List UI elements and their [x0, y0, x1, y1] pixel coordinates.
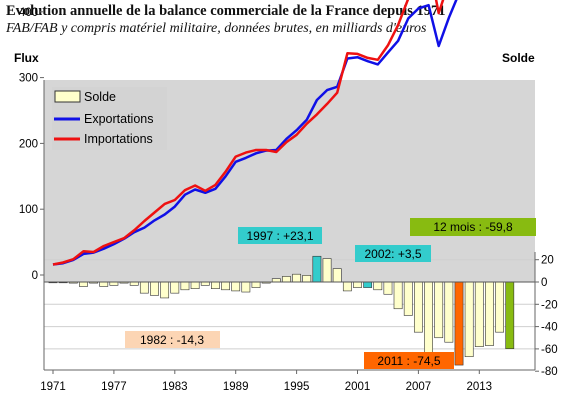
balance-bar — [302, 275, 312, 283]
balance-bar — [322, 258, 332, 283]
legend-label-imports: Importations — [84, 132, 153, 146]
balance-bar — [434, 281, 444, 339]
right-tick-label: 20 — [541, 255, 554, 267]
balance-bar — [373, 281, 383, 291]
balance-bar — [332, 268, 342, 283]
balance-bar — [353, 281, 362, 288]
svg-text:2002: +3,5: 2002: +3,5 — [364, 247, 421, 261]
balance-bar — [241, 281, 251, 293]
right-axis-label: Solde — [502, 51, 535, 65]
annotation-last-12-months: 12 mois : -59,8 — [410, 218, 536, 236]
legend-swatch-balance — [54, 90, 81, 103]
chart-subtitle: FAB/FAB y compris matériel militaire, do… — [6, 21, 427, 36]
balance-bar — [170, 281, 180, 294]
annotation-2011: 2011 : -74,5 — [364, 352, 454, 369]
balance-bar — [109, 281, 119, 286]
balance-bar — [403, 281, 413, 316]
right-tick-label: -20 — [541, 299, 558, 311]
flow-lines — [52, 0, 458, 266]
balance-bar — [211, 281, 220, 289]
balance-bar — [464, 281, 474, 358]
left-tick-label: 300 — [19, 73, 38, 85]
right-tick-label: -80 — [541, 366, 558, 378]
svg-text:1982 : -14,3: 1982 : -14,3 — [140, 333, 204, 347]
left-tick-label: 200 — [19, 138, 38, 150]
x-tick-label: 1983 — [162, 381, 188, 393]
svg-text:12 mois : -59,8: 12 mois : -59,8 — [433, 220, 513, 234]
left-tick-label: 100 — [19, 204, 38, 216]
svg-text:2011 : -74,5: 2011 : -74,5 — [377, 354, 440, 368]
annotation-1997: 1997 : +23,1 — [238, 227, 322, 244]
legend-label-balance: Solde — [84, 90, 116, 104]
left-axis-label: Flux — [14, 51, 39, 65]
right-tick-label: 0 — [541, 277, 547, 289]
legend: Solde Exportations Importations — [52, 87, 167, 150]
balance-bar — [251, 281, 261, 288]
x-tick-label: 1971 — [40, 381, 66, 393]
balance-bar — [180, 281, 190, 291]
left-tick-label: 400 — [19, 7, 38, 19]
imports-line — [52, 0, 445, 266]
balance-bars — [44, 255, 535, 366]
balance-bar — [342, 281, 352, 292]
balance-bar — [231, 281, 241, 292]
balance-bar — [79, 281, 88, 287]
legend-label-exports: Exportations — [84, 112, 153, 126]
balance-bar — [282, 276, 291, 283]
annotation-1982: 1982 : -14,3 — [125, 331, 220, 348]
balance-bar — [424, 281, 433, 356]
x-tick-label: 1995 — [284, 381, 310, 393]
x-tick-label: 2013 — [467, 381, 493, 393]
balance-bar — [221, 281, 230, 291]
balance-bar — [383, 281, 393, 295]
x-tick-label: 2001 — [345, 381, 371, 393]
left-tick-label: 0 — [32, 270, 38, 282]
balance-bar — [190, 281, 200, 289]
balance-bar — [474, 281, 484, 347]
balance-bar — [363, 281, 373, 288]
balance-bar — [292, 273, 301, 283]
balance-bar — [444, 281, 454, 343]
balance-bar — [139, 281, 149, 294]
balance-bar — [271, 278, 281, 283]
balance-bar — [160, 281, 170, 299]
balance-bar — [413, 281, 423, 333]
balance-bar — [129, 281, 139, 286]
balance-bar — [99, 281, 109, 287]
x-tick-label: 1977 — [101, 381, 127, 393]
balance-bar — [505, 281, 515, 349]
x-tick-label: 2007 — [406, 381, 432, 393]
svg-text:1997 : +23,1: 1997 : +23,1 — [246, 229, 313, 243]
balance-bar — [485, 281, 494, 346]
axes: 6005004003002001000200-20-40-60-80197119… — [19, 7, 558, 393]
right-tick-label: -40 — [541, 322, 558, 334]
balance-bar — [200, 281, 210, 286]
right-tick-label: -60 — [541, 344, 558, 356]
balance-bar — [495, 281, 504, 333]
balance-bar — [393, 281, 403, 310]
balance-bar — [312, 255, 322, 283]
balance-bar — [454, 281, 464, 366]
x-tick-label: 1989 — [223, 381, 249, 393]
chart-title: Evolution annuelle de la balance commerc… — [6, 3, 446, 19]
annotation-2002: 2002: +3,5 — [355, 245, 431, 262]
balance-bar — [150, 281, 159, 296]
